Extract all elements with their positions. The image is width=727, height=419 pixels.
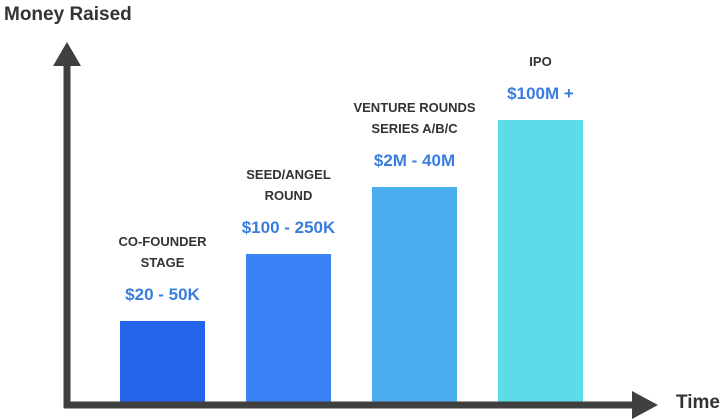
bar-value-label-3: $2M - 40M: [373, 151, 456, 170]
bar-category-label-line: IPO: [529, 54, 552, 69]
bar-3: [372, 187, 457, 405]
bar-value-label-4: $100M +: [507, 84, 574, 103]
bar-2: [246, 254, 331, 405]
y-axis-title: Money Raised: [4, 4, 132, 25]
axes-group: [53, 42, 658, 419]
bar-1: [120, 321, 205, 405]
bar-category-label-line: CO-FOUNDER: [118, 234, 207, 249]
bar-value-label-1: $20 - 50K: [125, 285, 200, 304]
bar-category-label-line: SERIES A/B/C: [371, 121, 458, 136]
bar-category-label-line: STAGE: [140, 255, 185, 270]
bar-4: [498, 120, 583, 405]
bar-category-label-3: VENTURE ROUNDS SERIES A/B/C: [353, 97, 475, 139]
x-axis-title: Time: [676, 392, 721, 413]
bar-value-label-2: $100 - 250K: [241, 218, 336, 237]
bar-category-label-4: IPO: [529, 51, 551, 72]
bar-category-label-line: ROUND: [264, 188, 313, 203]
y-axis-arrow-icon: [53, 42, 81, 66]
x-axis-arrow-icon: [632, 391, 658, 419]
bar-category-label-line: VENTURE ROUNDS: [353, 100, 476, 115]
bar-category-label-1: CO-FOUNDER STAGE: [118, 231, 206, 273]
bars-group: [120, 120, 583, 405]
bar-category-label-line: SEED/ANGEL: [246, 167, 331, 182]
bar-category-label-2: SEED/ANGEL ROUND: [246, 164, 331, 206]
